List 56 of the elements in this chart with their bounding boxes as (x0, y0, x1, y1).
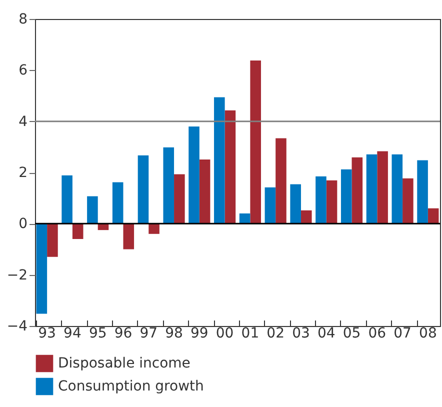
bar (224, 110, 236, 224)
x-tick-label: 08 (419, 326, 437, 342)
y-tick-label: 0 (18, 216, 28, 232)
x-tick-label: 05 (342, 326, 361, 342)
x-tick-label: 96 (114, 326, 132, 342)
bar (123, 224, 134, 250)
y-tick-label: 8 (18, 12, 28, 28)
bar (250, 60, 261, 224)
bar (112, 182, 124, 224)
x-tick-label: 03 (292, 326, 310, 342)
bar (340, 169, 352, 224)
bar (352, 157, 363, 224)
bar (72, 224, 84, 240)
x-tick-label: 06 (368, 326, 386, 342)
y-tick-label: 6 (18, 62, 28, 79)
bar (199, 159, 210, 224)
x-tick-label: 98 (165, 326, 183, 342)
y-tick-label: 4 (18, 114, 28, 130)
bar (148, 224, 160, 234)
bar (377, 151, 388, 224)
bar (417, 160, 428, 224)
bar (36, 224, 48, 314)
bar (174, 174, 185, 224)
bar (214, 97, 225, 224)
bar (326, 180, 338, 224)
bar (300, 210, 312, 224)
x-tick-label: 93 (38, 326, 56, 342)
bar (276, 138, 286, 224)
x-tick-label: 00 (216, 326, 234, 342)
bar (290, 184, 301, 224)
bar (264, 187, 276, 224)
bar (316, 176, 326, 224)
bar (402, 178, 414, 224)
bar (62, 175, 72, 224)
y-tick-label: 2 (18, 165, 28, 181)
bar (239, 213, 250, 224)
x-tick-label: 94 (64, 326, 82, 342)
x-tick-label: 95 (88, 326, 107, 342)
legend-label: Disposable income (58, 356, 190, 372)
x-tick-label: 04 (317, 326, 336, 342)
bar (163, 147, 174, 224)
bar (366, 154, 378, 224)
x-tick-label: 97 (140, 326, 158, 342)
bar (138, 155, 149, 224)
y-tick-label: −4 (6, 318, 28, 334)
bar (87, 196, 98, 224)
bar (428, 208, 439, 224)
x-tick-label: 99 (190, 326, 208, 342)
x-tick-label: 02 (266, 326, 284, 342)
x-tick-label: 07 (394, 326, 412, 342)
y-tick-label: −2 (6, 267, 28, 284)
x-tick-label: 01 (241, 326, 260, 342)
bar (47, 224, 58, 257)
bar (392, 154, 403, 224)
legend-label: Consumption growth (58, 378, 204, 394)
bar (188, 126, 200, 224)
